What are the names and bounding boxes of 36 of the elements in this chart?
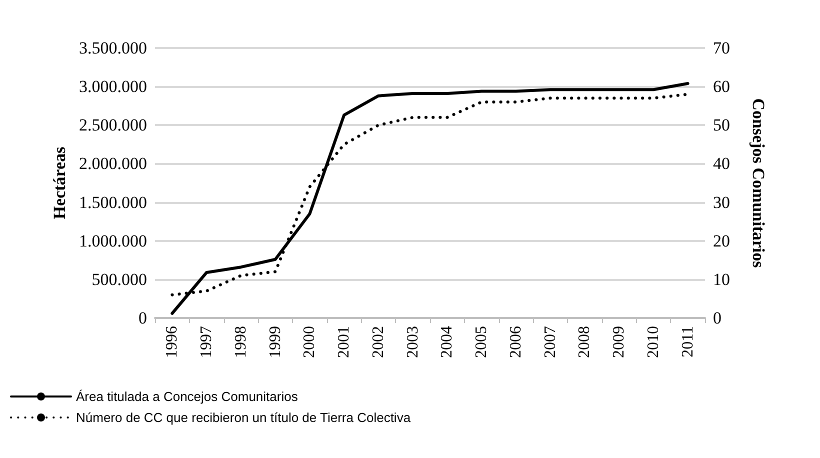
x-tick-label: 2000 xyxy=(301,326,318,358)
y2-tick-label: 60 xyxy=(713,77,730,96)
y2-tick-label: 40 xyxy=(713,154,730,174)
x-tick-label: 1996 xyxy=(164,326,181,358)
y-tick-label: 2.500.000 xyxy=(79,116,147,135)
y2-tick-label: 70 xyxy=(713,38,730,58)
y2-axis-title: Consejos Comunitarios xyxy=(749,98,768,268)
x-tick-label: 2006 xyxy=(507,326,524,358)
legend-label: Número de CC que recibieron un título de Tierra Colectiva xyxy=(76,410,412,425)
y2-tick-label: 0 xyxy=(713,308,722,328)
x-tick-label: 2001 xyxy=(336,326,353,358)
y-tick-label: 3.500.000 xyxy=(79,38,147,58)
y-tick-label: 0 xyxy=(138,308,147,328)
y-tick-label: 3.000.000 xyxy=(79,77,147,96)
y2-tick-label: 30 xyxy=(713,192,730,212)
y-tick-label: 500.000 xyxy=(92,270,147,289)
y-axis-title: Hectáreas xyxy=(50,146,70,220)
x-tick-label: 2002 xyxy=(370,326,387,358)
x-tick-label: 2007 xyxy=(542,326,559,358)
x-tick-label: 1997 xyxy=(198,326,216,358)
y2-tick-label: 20 xyxy=(713,231,730,250)
x-tick-label: 2010 xyxy=(644,326,662,358)
legend-label: Área titulada a Concejos Comunitarios xyxy=(76,389,298,404)
x-tick-label: 2008 xyxy=(576,326,594,358)
y-tick-label: 1.500.000 xyxy=(79,192,147,212)
y-tick-label: 1.000.000 xyxy=(79,231,147,250)
x-tick-label: 2011 xyxy=(679,326,696,358)
y-tick-label: 2.000.000 xyxy=(79,154,147,174)
x-tick-label: 2003 xyxy=(404,326,422,358)
x-tick-label: 1998 xyxy=(232,326,250,358)
x-tick-label: 2005 xyxy=(473,326,490,358)
y2-tick-label: 50 xyxy=(713,116,730,135)
x-tick-label: 2004 xyxy=(438,326,456,358)
y2-tick-label: 10 xyxy=(713,270,730,289)
x-tick-label: 1999 xyxy=(266,326,284,358)
x-tick-label: 2009 xyxy=(610,326,628,358)
